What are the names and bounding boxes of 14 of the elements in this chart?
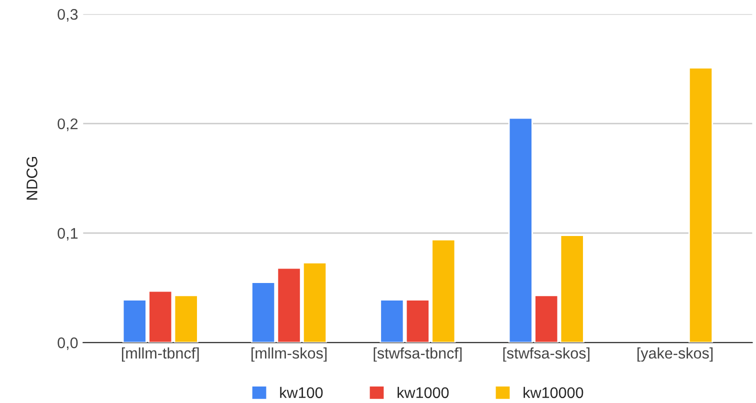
y-axis-title: NDCG (26, 156, 38, 200)
x-tick-label: [stwfsa-skos] (503, 347, 590, 362)
y-tick-label: 0,3 (58, 8, 78, 22)
legend-label: kw100 (280, 386, 323, 398)
bar (688, 67, 714, 343)
y-tick-label: 0,0 (58, 337, 78, 350)
y-tick-label: 0,2 (58, 118, 78, 132)
legend-label: kw10000 (524, 386, 584, 398)
y-tick-label: 0,1 (58, 228, 78, 241)
x-tick-label: [mllm-tbncf] (122, 347, 199, 362)
x-tick-label: [stwfsa-tbncf] (374, 347, 462, 362)
legend-label: kw1000 (398, 386, 449, 398)
x-tick-label: [yake-skos] (637, 347, 713, 362)
x-tick-label: [mllm-skos] (252, 347, 327, 362)
